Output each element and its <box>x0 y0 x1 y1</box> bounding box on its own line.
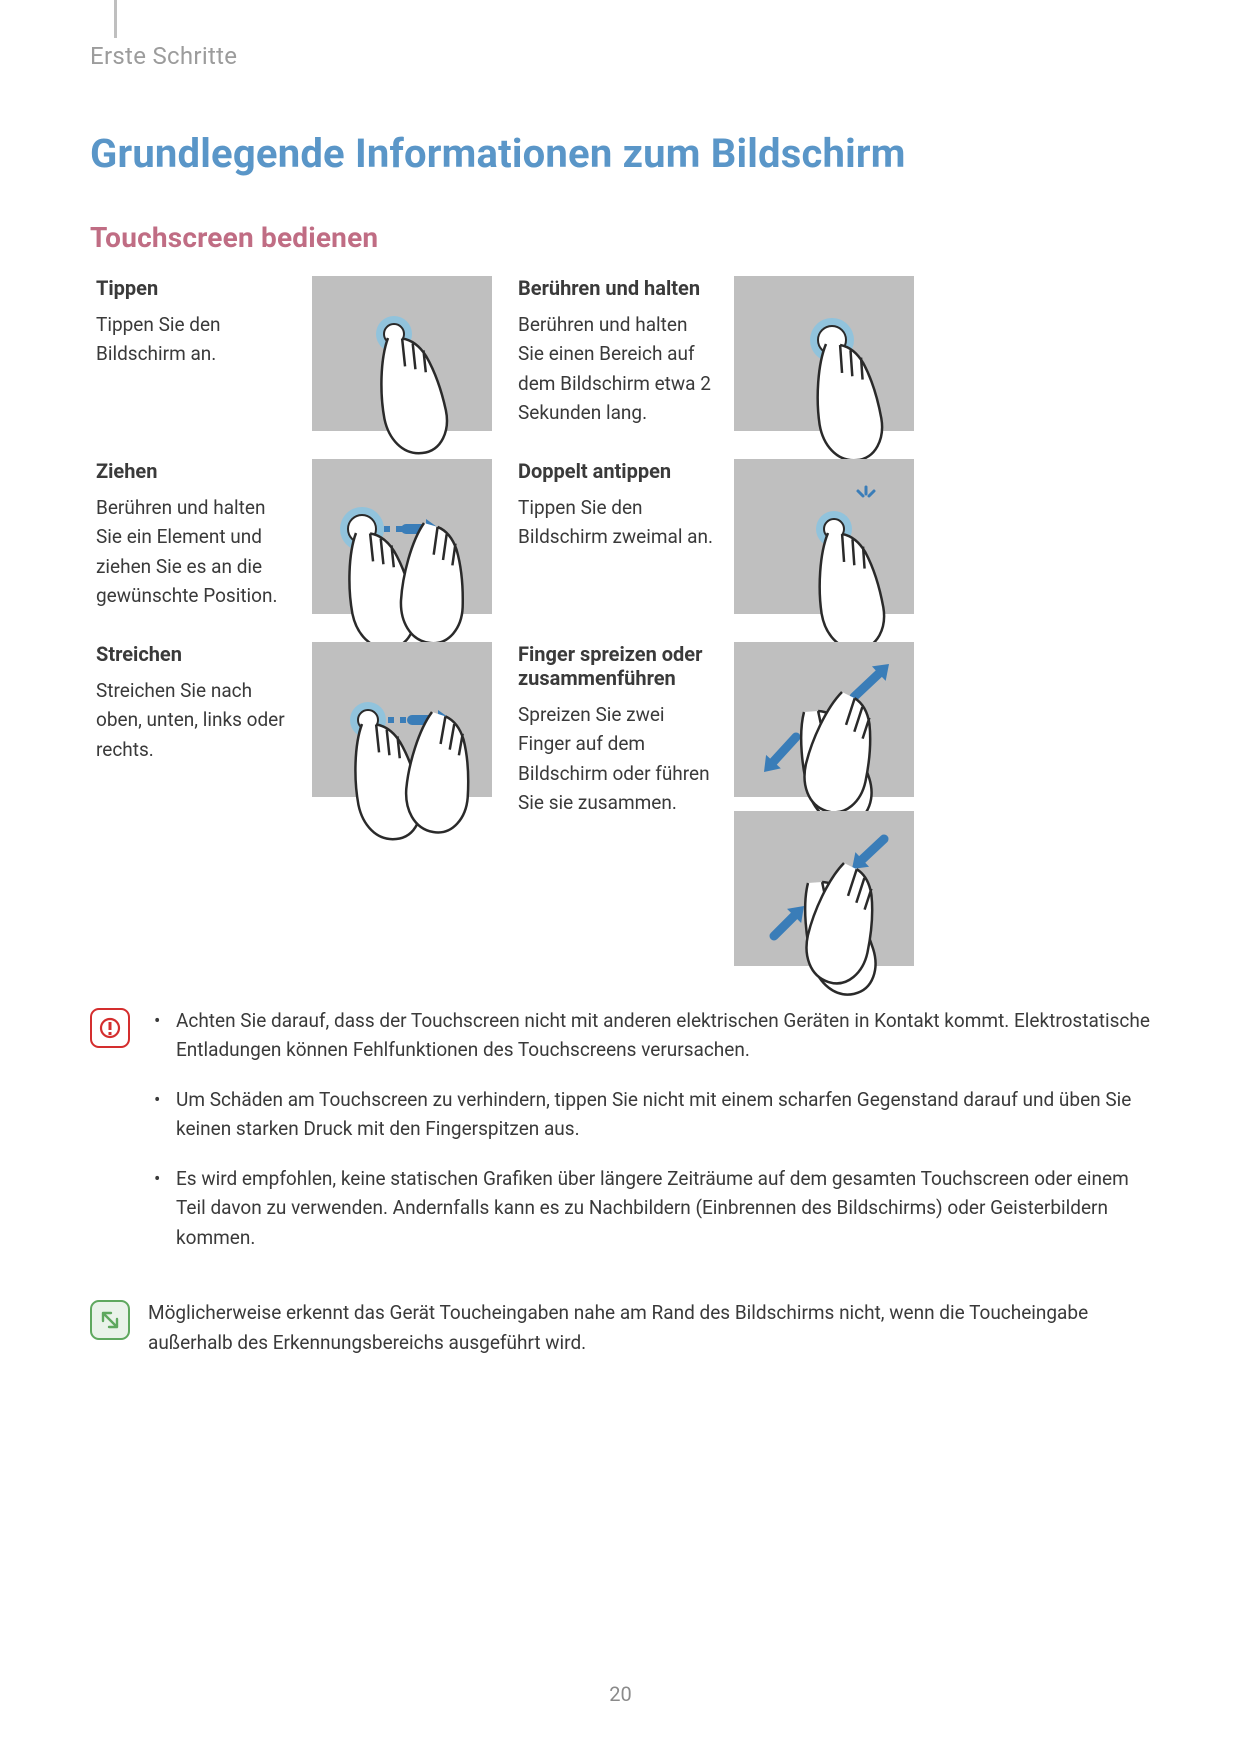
corner-mark <box>114 0 118 38</box>
gesture-title: Berühren und halten <box>518 276 718 300</box>
gesture-hold-text: Berühren und halten Berühren und halten … <box>518 276 718 431</box>
gesture-title: Ziehen <box>96 459 296 483</box>
manual-page: Erste Schritte Grundlegende Informatione… <box>0 0 1241 1754</box>
section-title: Grundlegende Informationen zum Bildschir… <box>90 130 1151 177</box>
gesture-drag-image <box>312 459 502 614</box>
illustration-spread <box>734 642 914 797</box>
gesture-desc: Berühren und halten Sie einen Bereich au… <box>518 310 718 428</box>
info-icon <box>90 1300 130 1340</box>
chapter-label: Erste Schritte <box>90 42 1151 70</box>
warning-list: Achten Sie darauf, dass der Touchscreen … <box>148 1006 1151 1252</box>
warning-item: Es wird empfohlen, keine statischen Graf… <box>148 1164 1151 1252</box>
gesture-desc: Spreizen Sie zwei Finger auf dem Bildsch… <box>518 700 718 818</box>
info-text: Möglicherweise erkennt das Gerät Touchei… <box>148 1301 1088 1353</box>
gesture-doubletap-image <box>734 459 924 614</box>
gesture-swipe-image <box>312 642 502 966</box>
warning-icon <box>90 1008 130 1048</box>
page-number: 20 <box>0 1682 1241 1706</box>
gesture-title: Tippen <box>96 276 296 300</box>
gesture-title: Finger spreizen oder zusammenführen <box>518 642 718 690</box>
illustration-hold <box>734 276 914 431</box>
gesture-doubletap-text: Doppelt antippen Tippen Sie den Bildschi… <box>518 459 718 614</box>
illustration-swipe <box>312 642 492 797</box>
warning-item: Achten Sie darauf, dass der Touchscreen … <box>148 1006 1151 1065</box>
gesture-drag-text: Ziehen Berühren und halten Sie ein Eleme… <box>96 459 296 614</box>
warning-note: Achten Sie darauf, dass der Touchscreen … <box>90 1006 1151 1272</box>
illustration-doubletap <box>734 459 914 614</box>
gesture-tap-text: Tippen Tippen Sie den Bildschirm an. <box>96 276 296 431</box>
illustration-pinch <box>734 811 914 966</box>
info-body: Möglicherweise erkennt das Gerät Touchei… <box>148 1298 1151 1357</box>
warning-body: Achten Sie darauf, dass der Touchscreen … <box>148 1006 1151 1272</box>
gesture-desc: Berühren und halten Sie ein Element und … <box>96 493 296 611</box>
illustration-tap <box>312 276 492 431</box>
gesture-title: Streichen <box>96 642 296 666</box>
gesture-swipe-text: Streichen Streichen Sie nach oben, unten… <box>96 642 296 966</box>
illustration-drag <box>312 459 492 614</box>
gesture-desc: Streichen Sie nach oben, unten, links od… <box>96 676 296 764</box>
subsection-title: Touchscreen bedienen <box>90 221 1151 254</box>
gesture-title: Doppelt antippen <box>518 459 718 483</box>
gesture-grid: Tippen Tippen Sie den Bildschirm an. Ber… <box>96 276 1151 966</box>
gesture-tap-image <box>312 276 502 431</box>
gesture-pinch-image <box>734 642 924 966</box>
gesture-pinch-text: Finger spreizen oder zusammenführen Spre… <box>518 642 718 966</box>
info-note: Möglicherweise erkennt das Gerät Touchei… <box>90 1298 1151 1357</box>
gesture-desc: Tippen Sie den Bildschirm an. <box>96 310 296 369</box>
warning-item: Um Schäden am Touchscreen zu verhindern,… <box>148 1085 1151 1144</box>
gesture-desc: Tippen Sie den Bildschirm zweimal an. <box>518 493 718 552</box>
gesture-hold-image <box>734 276 924 431</box>
